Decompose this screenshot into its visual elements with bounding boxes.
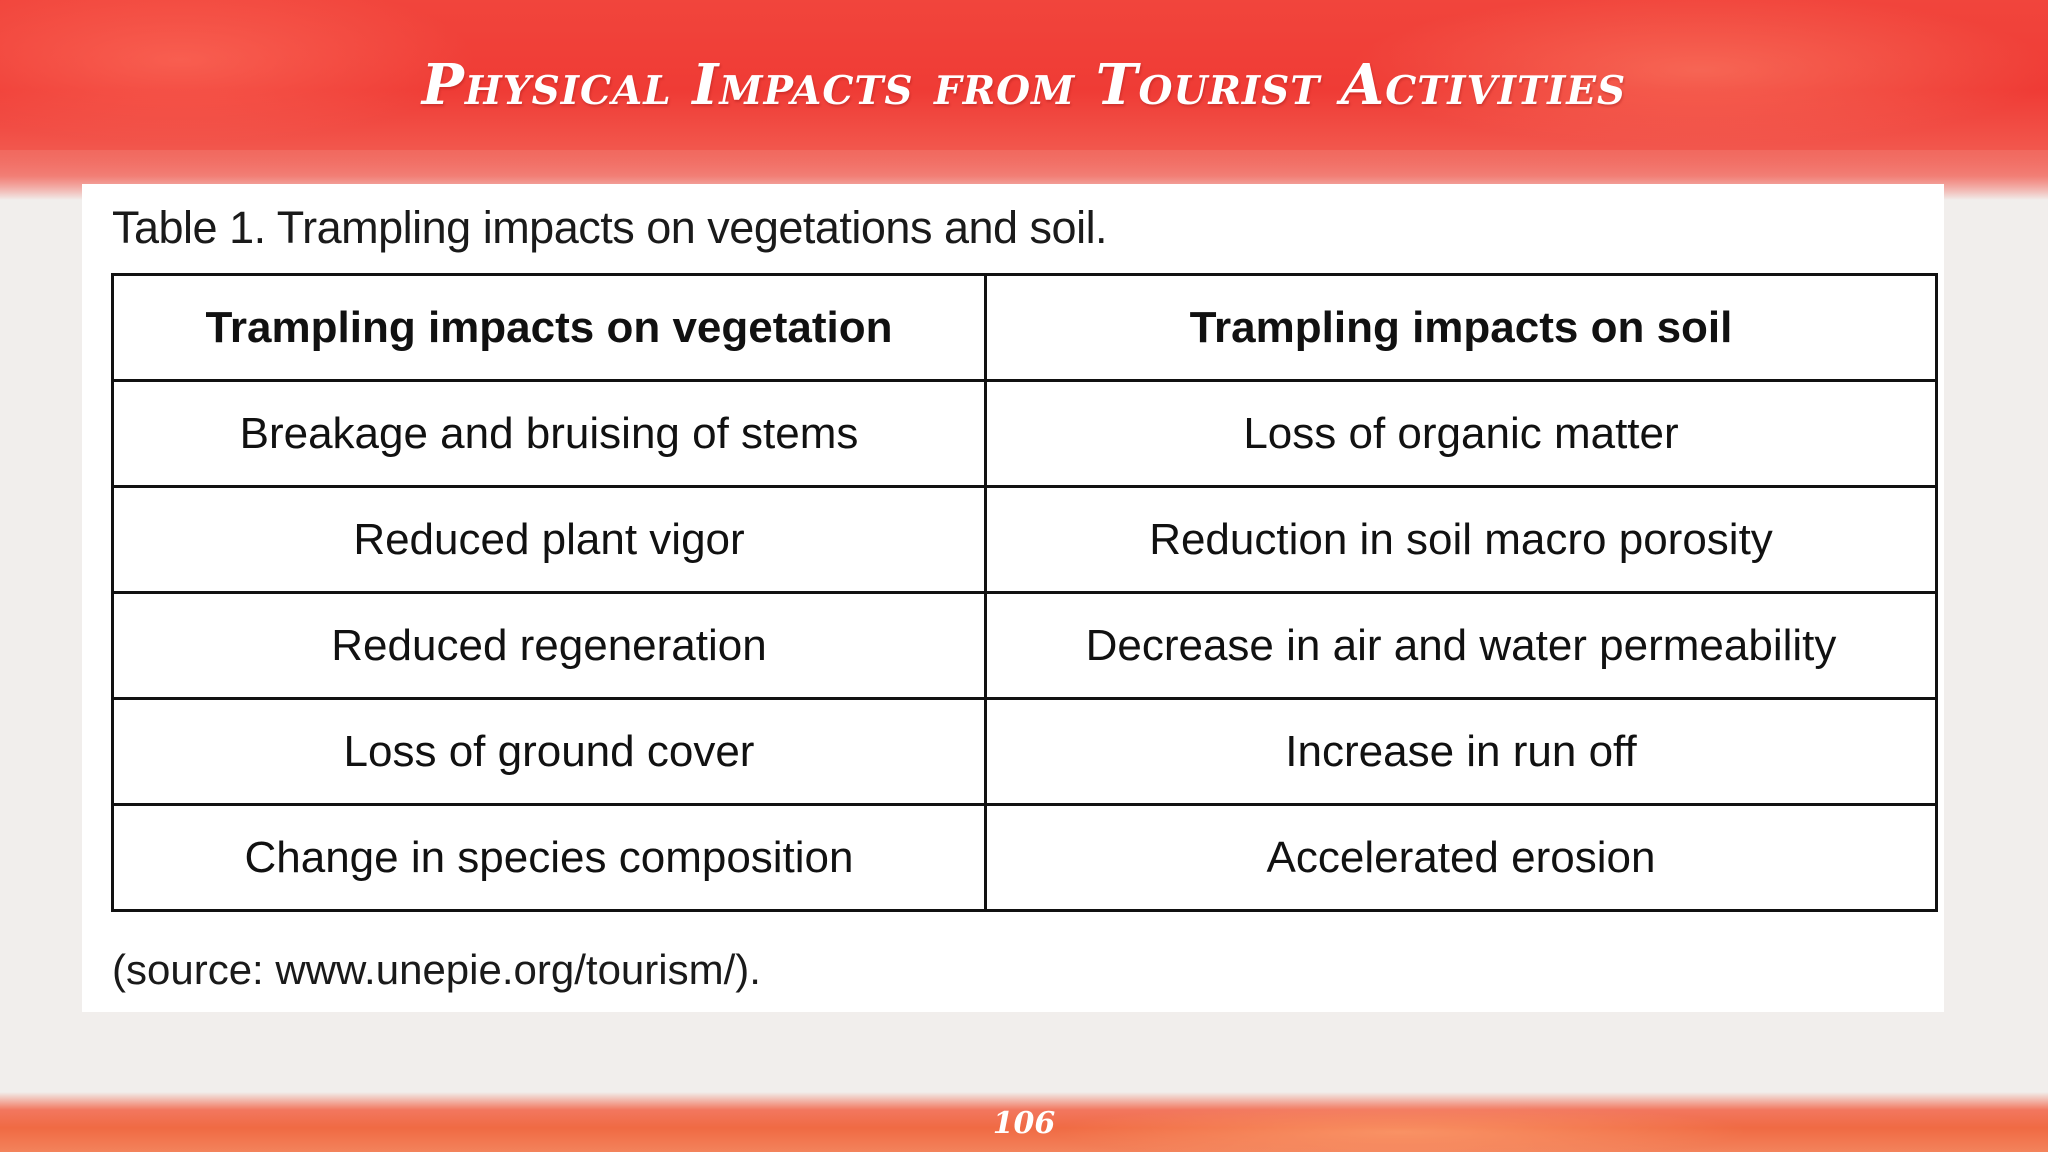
page-number: 106 — [992, 1106, 1056, 1141]
table-row: Change in species composition Accelerate… — [111, 803, 1938, 912]
soil-impact-cell: Reduction in soil macro porosity — [984, 485, 1938, 594]
table-row: Loss of ground cover Increase in run off — [111, 697, 1938, 806]
bottom-watercolor-band — [0, 1092, 2048, 1152]
soil-impact-cell: Decrease in air and water permeability — [984, 591, 1938, 700]
table-row: Reduced regeneration Decrease in air and… — [111, 591, 1938, 700]
table-caption: Table 1. Trampling impacts on vegetation… — [112, 202, 1108, 253]
vegetation-impact-cell: Loss of ground cover — [111, 697, 987, 806]
source-note: (source: www.unepie.org/tourism/). — [112, 946, 761, 993]
table-header-row: Trampling impacts on vegetation Tramplin… — [111, 273, 1938, 382]
table-row: Breakage and bruising of stems Loss of o… — [111, 379, 1938, 488]
header-vegetation: Trampling impacts on vegetation — [111, 273, 987, 382]
trampling-impacts-table: Trampling impacts on vegetation Tramplin… — [111, 273, 1938, 912]
soil-impact-cell: Increase in run off — [984, 697, 1938, 806]
vegetation-impact-cell: Reduced regeneration — [111, 591, 987, 700]
vegetation-impact-cell: Change in species composition — [111, 803, 987, 912]
header-soil: Trampling impacts on soil — [984, 273, 1938, 382]
soil-impact-cell: Accelerated erosion — [984, 803, 1938, 912]
soil-impact-cell: Loss of organic matter — [984, 379, 1938, 488]
vegetation-impact-cell: Breakage and bruising of stems — [111, 379, 987, 488]
vegetation-impact-cell: Reduced plant vigor — [111, 485, 987, 594]
slide-title: Physical Impacts from Tourist Activities — [421, 52, 1627, 118]
table-row: Reduced plant vigor Reduction in soil ma… — [111, 485, 1938, 594]
